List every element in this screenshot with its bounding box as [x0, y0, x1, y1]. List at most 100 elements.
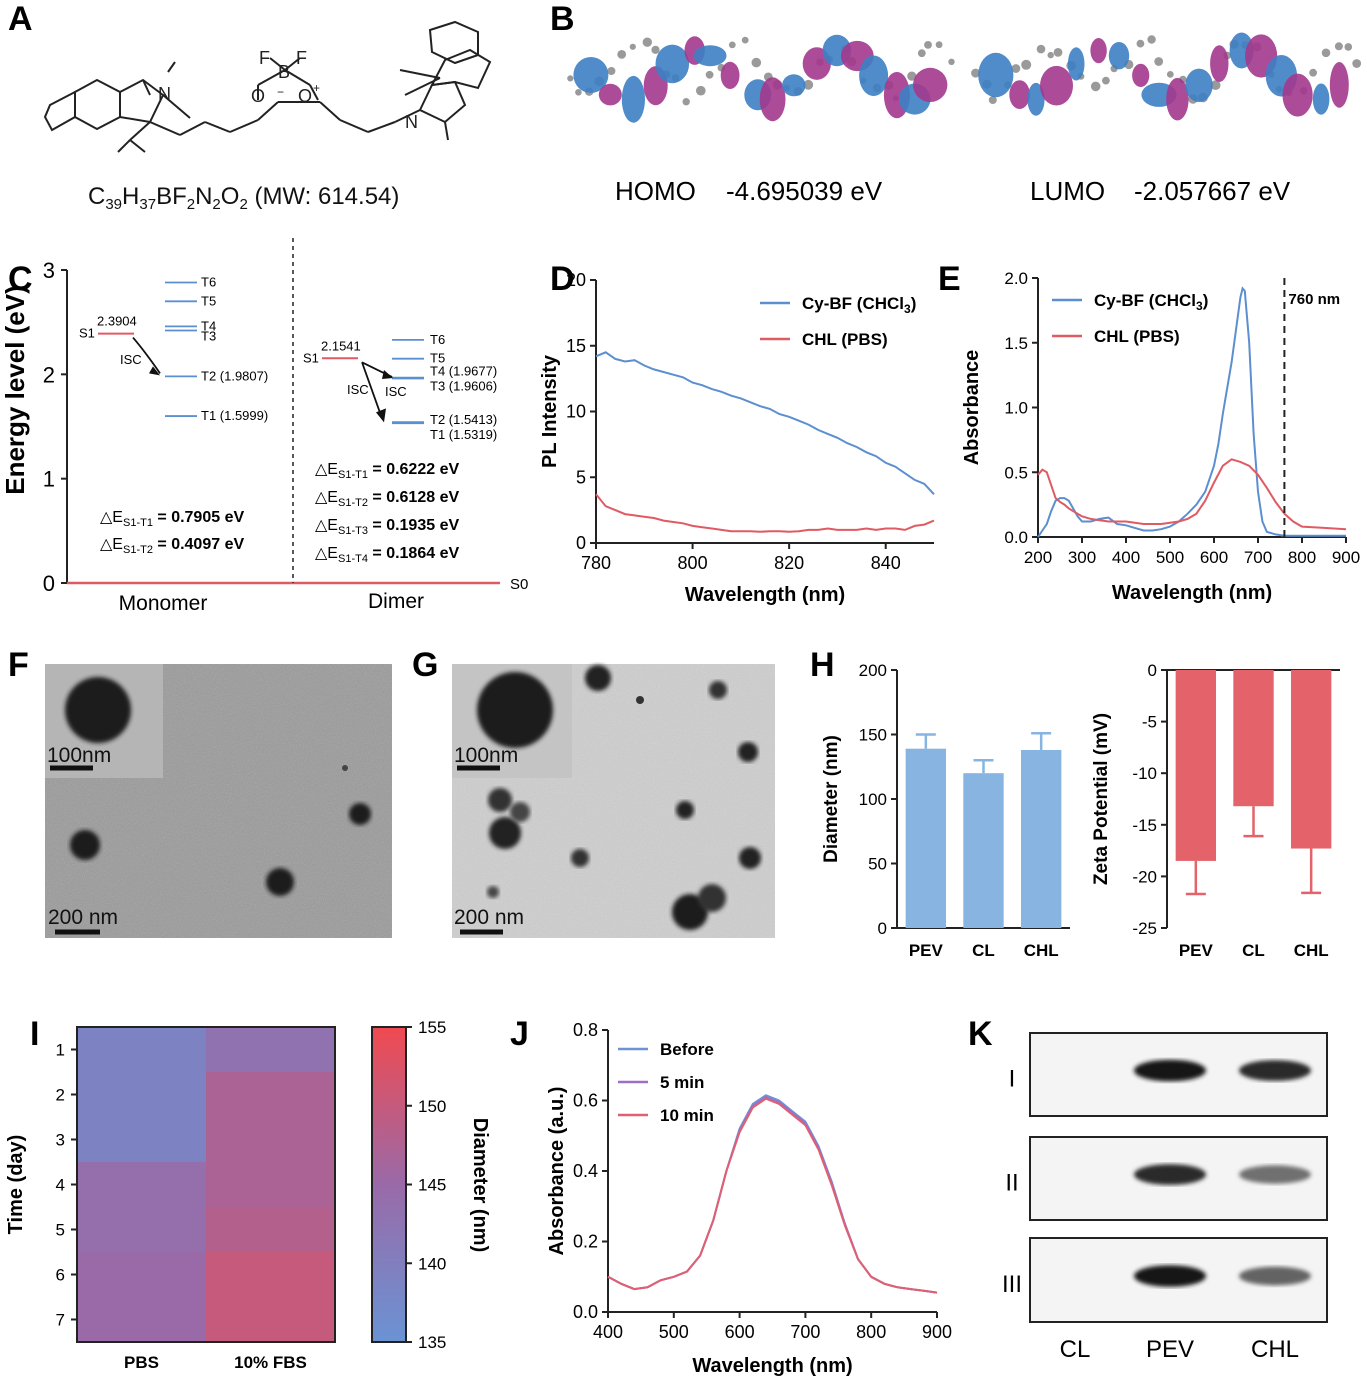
particle [342, 765, 348, 771]
x-tick-label: PBS [124, 1353, 159, 1372]
positive-lobe [1185, 68, 1213, 103]
isc-arrow-1-head [382, 369, 393, 379]
inset-scale-text: 100nm [454, 744, 518, 767]
x-tick-label: 820 [774, 553, 804, 573]
x-tick-label: 400 [593, 1322, 623, 1342]
negative-lobe [1282, 73, 1313, 117]
atom [803, 79, 814, 90]
y-tick-label: 5 [56, 1221, 65, 1240]
y-axis-title: Energy level (eV) [0, 285, 30, 495]
y-axis-title: Absorbance [961, 350, 983, 466]
atom [1047, 51, 1054, 59]
y-tick-label: 0.8 [573, 1020, 598, 1040]
lane-label-pev: PEV [1146, 1336, 1194, 1363]
isc-arrow-head [149, 366, 160, 376]
y-axis-title: Diameter (nm) [821, 735, 842, 863]
monomer-t3-label: T3 [201, 329, 216, 344]
positive-lobe [621, 75, 646, 123]
colorbar-tick-label: 140 [418, 1254, 446, 1273]
y-tick-label: -15 [1132, 816, 1157, 835]
left-ring-2 [43, 90, 76, 132]
positive-lobe [859, 55, 889, 97]
monomer-t5-label: T5 [201, 293, 216, 308]
y-tick-label: -25 [1132, 919, 1157, 938]
isc-arrow-2-head [376, 408, 386, 423]
heat-cell [77, 1072, 207, 1118]
negative-lobe [759, 77, 786, 122]
panel-d: D 780 800 820 840 0 5 10 15 20 Wavelength (nm) PL … [539, 260, 935, 606]
band-pev [1134, 1164, 1206, 1185]
monomer-delta-2: △ES1-T2 = 0.4097 eV [100, 536, 244, 556]
panel-label-i: I [30, 1015, 39, 1053]
atom-b-charge: − [277, 85, 284, 99]
particle [636, 696, 644, 704]
lane-label-cl: CL [1060, 1336, 1091, 1363]
y-tick-label: 0 [1148, 661, 1157, 680]
monomer-delta-1: △ES1-T1 = 0.7905 eV [100, 509, 244, 529]
heat-cell [77, 1297, 207, 1343]
y-axis-title: Absorbance (a.u.) [546, 1087, 568, 1256]
main-scale-text: 200 nm [454, 906, 524, 929]
legend-label-1: Before [660, 1040, 714, 1059]
atom [1344, 43, 1353, 51]
blot-row-label: II [1005, 1170, 1018, 1197]
y-tick-label: 3 [43, 258, 55, 283]
legend-label-1: Cy-BF (CHCl3) [802, 294, 916, 316]
negative-lobe [1166, 77, 1189, 121]
y-tick-label: 6 [56, 1266, 65, 1285]
negative-lobe [913, 67, 948, 102]
x-axis-title: Wavelength (nm) [1112, 582, 1272, 604]
y-axis-title: Time (day) [5, 1135, 27, 1235]
colorbar-tick-label: 155 [418, 1018, 446, 1037]
bar-pev [905, 748, 947, 928]
particle [585, 665, 611, 691]
dimer-delta-2: △ES1-T2 = 0.6128 eV [315, 489, 459, 509]
atom [988, 96, 997, 104]
legend-label-2: CHL (PBS) [802, 330, 888, 349]
x-tick-label: 840 [871, 553, 901, 573]
series-line-3 [607, 1097, 938, 1294]
atom [705, 70, 714, 79]
particle [65, 677, 131, 743]
panel-i: I 1 2 3 4 5 6 7 PBS 10% FBS Time (day) 135 140 145 15… [5, 1015, 491, 1372]
x-tick-label: CHL [1024, 941, 1059, 960]
particle [489, 817, 521, 849]
y-tick-label: 1.5 [1004, 334, 1028, 353]
panel-label-b: B [550, 0, 575, 38]
dimer-t3-label: T3 (1.9606) [430, 378, 497, 393]
bar-cl [1233, 670, 1274, 807]
x-tick-label: CHL [1294, 941, 1329, 960]
atom [1011, 64, 1021, 73]
colorbar-tick-label: 135 [418, 1333, 446, 1352]
x-axis-title: Wavelength (nm) [692, 1355, 852, 1377]
colorbar [371, 1026, 407, 1343]
monomer-t2-label: T2 (1.9807) [201, 368, 268, 383]
blot-row-label: I [1009, 1066, 1016, 1093]
colorbar-title: Diameter (nm) [469, 1118, 491, 1252]
panel-f: F 100nm 200 nm [8, 646, 392, 938]
negative-lobe [1040, 65, 1073, 106]
positive-lobe [655, 44, 690, 84]
x-tick-label: 600 [1200, 548, 1228, 567]
band-pev [1134, 1265, 1206, 1287]
x-tick-label: PEV [1179, 941, 1214, 960]
series-line-2 [595, 493, 935, 533]
bar-chl [1020, 749, 1062, 928]
panel-label-a: A [8, 0, 33, 38]
structure-atoms: N N F F B − O O + [158, 48, 418, 132]
homo-value: -4.695039 eV [726, 176, 883, 206]
atom [728, 41, 736, 49]
x-tick-label: 10% FBS [234, 1353, 307, 1372]
negative-lobe [720, 61, 740, 89]
y-tick-label: -10 [1132, 764, 1157, 783]
y-tick-label: 4 [56, 1176, 65, 1195]
atom [907, 71, 917, 81]
x-axis-title: Wavelength (nm) [685, 584, 845, 606]
heat-cell [206, 1027, 336, 1073]
panel-g: G 100nm 200 nm [412, 646, 775, 938]
y-tick-label: 50 [868, 855, 887, 874]
y-tick-label: 2 [56, 1086, 65, 1105]
heat-cell [77, 1207, 207, 1253]
atom-f-left: F [259, 48, 270, 68]
atom [617, 50, 627, 59]
